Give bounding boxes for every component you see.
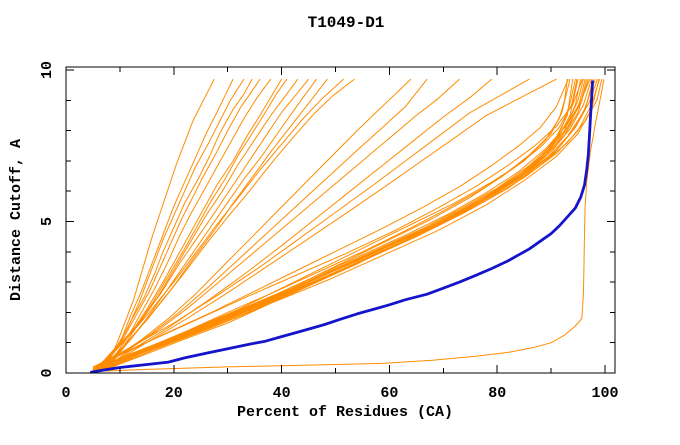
y-axis-label: Distance Cutoff, A (8, 139, 25, 301)
model-curve (95, 78, 569, 367)
model-curve (106, 78, 318, 370)
model-curve (97, 78, 344, 368)
model-curve (95, 78, 601, 371)
model-curve (92, 78, 412, 371)
model-curve (98, 78, 576, 368)
model-curve (100, 78, 582, 369)
chart-title: T1049-D1 (308, 14, 385, 32)
model-curve (97, 78, 253, 372)
tick-label: 5 (39, 217, 56, 226)
tick-labels-group: 0 20 40 60 80 100 0 5 10 (39, 61, 619, 402)
model-curve (103, 78, 288, 371)
x-axis-label: Percent of Residues (CA) (237, 404, 453, 421)
model-curve (103, 78, 598, 371)
highlighted-model-curve (90, 80, 594, 374)
tick-label: 60 (380, 385, 398, 402)
tick-label: 100 (591, 385, 618, 402)
model-curve (108, 78, 600, 369)
model-curve (106, 78, 586, 370)
model-curve (103, 78, 557, 369)
model-curve (92, 78, 283, 370)
tick-label: 20 (165, 385, 183, 402)
tick-label: 10 (39, 61, 56, 79)
model-curve (92, 78, 530, 368)
model-curve (100, 78, 578, 368)
model-curve (100, 78, 493, 371)
axis-ticks (65, 67, 615, 374)
model-curve (103, 78, 355, 368)
model-curve (92, 78, 245, 371)
tick-label: 0 (61, 385, 70, 402)
plot-border (65, 66, 616, 374)
model-curve (92, 79, 605, 372)
tick-label: 80 (488, 385, 506, 402)
tick-label: 40 (273, 385, 291, 402)
tick-label: 0 (39, 368, 56, 377)
model-curve (95, 78, 261, 371)
model-curves-group (90, 78, 605, 374)
model-curve (95, 78, 309, 371)
model-curve (98, 78, 428, 370)
model-curve (95, 78, 460, 369)
